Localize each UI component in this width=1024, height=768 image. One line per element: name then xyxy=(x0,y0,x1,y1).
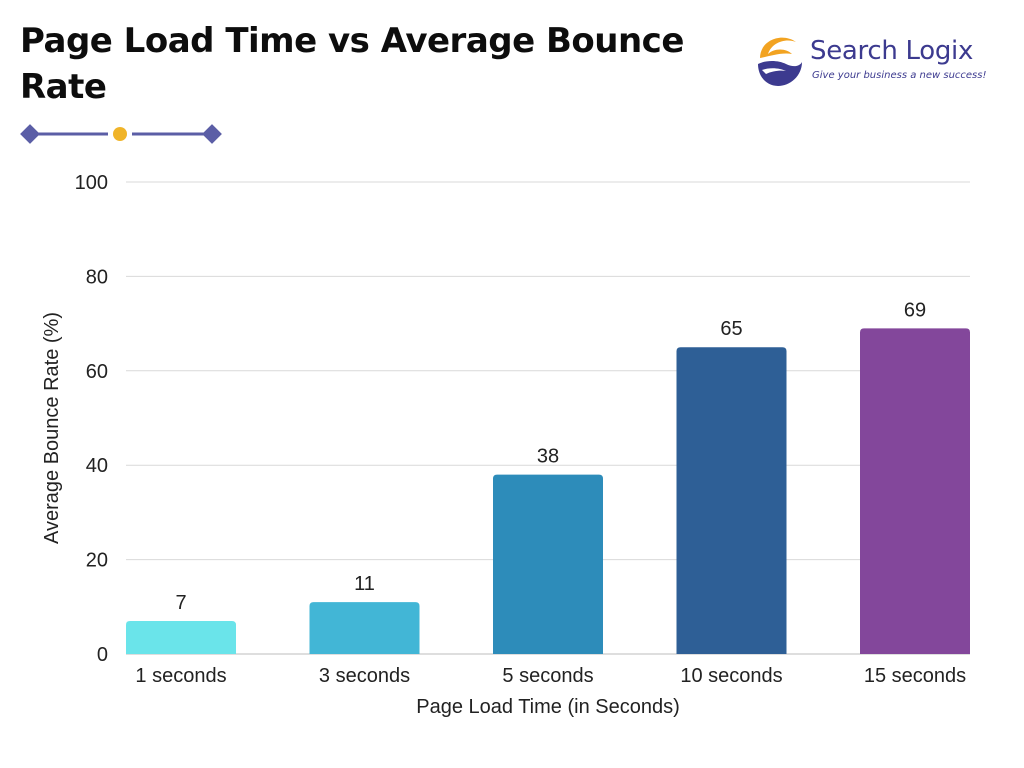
logo-swoosh-indigo xyxy=(758,61,802,86)
logo-swoosh-orange xyxy=(760,37,796,58)
x-tick-label: 15 seconds xyxy=(864,665,966,687)
dot-icon xyxy=(113,127,127,141)
y-tick-label: 100 xyxy=(75,172,108,194)
y-axis-title: Average Bounce Rate (%) xyxy=(41,312,63,544)
data-label: 38 xyxy=(537,446,559,468)
y-tick-label: 80 xyxy=(86,266,108,288)
x-tick-label: 5 seconds xyxy=(502,665,593,687)
y-tick-label: 60 xyxy=(86,361,108,383)
y-tick-label: 0 xyxy=(97,644,108,666)
data-label: 65 xyxy=(720,318,742,340)
logo-mark-icon xyxy=(758,37,802,86)
data-label: 11 xyxy=(354,573,375,595)
x-axis-title: Page Load Time (in Seconds) xyxy=(416,696,680,718)
data-labels: 7 11 38 65 69 xyxy=(175,299,926,614)
y-tick-label: 40 xyxy=(86,455,108,477)
title-divider-decoration xyxy=(20,124,222,144)
x-tick-label: 1 seconds xyxy=(135,665,226,687)
bar xyxy=(126,620,236,654)
bar xyxy=(860,328,970,654)
x-tick-label: 10 seconds xyxy=(680,665,782,687)
bar xyxy=(493,474,603,654)
brand-name: Search Logix xyxy=(810,36,974,66)
brand-logo: Search Logix Give your business a new su… xyxy=(752,30,1002,90)
bar xyxy=(676,347,787,654)
y-tick-label: 20 xyxy=(86,550,108,572)
data-label: 7 xyxy=(175,592,186,614)
x-tick-label: 3 seconds xyxy=(319,665,410,687)
bar xyxy=(309,602,420,654)
page-title: Page Load Time vs Average Bounce Rate xyxy=(20,21,684,107)
x-axis-ticks: 1 seconds 3 seconds 5 seconds 10 seconds 15 … xyxy=(135,665,966,687)
y-axis-ticks: 0 20 40 60 80 100 xyxy=(75,172,108,666)
data-label: 69 xyxy=(904,299,926,321)
brand-tagline: Give your business a new success! xyxy=(812,70,987,81)
bars xyxy=(126,328,970,654)
